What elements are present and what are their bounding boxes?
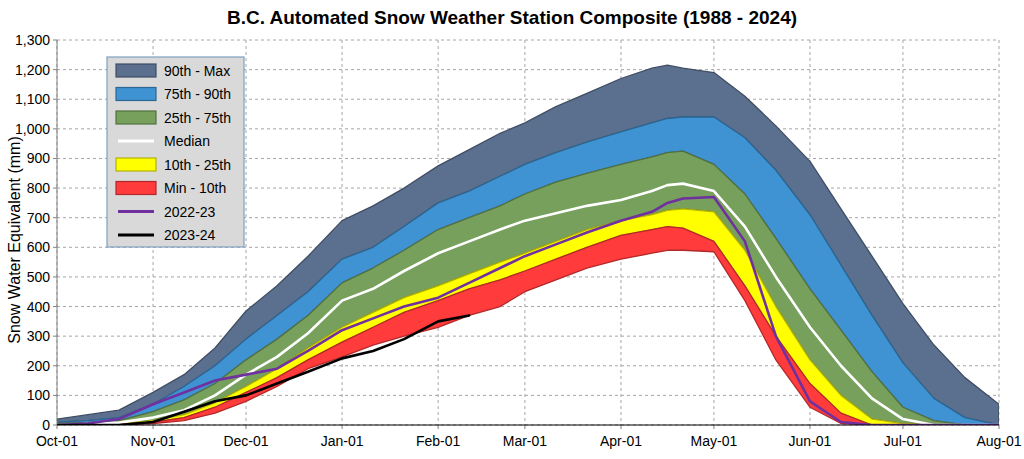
legend-box — [107, 57, 244, 247]
x-grid-line — [57, 40, 58, 425]
grid — [57, 40, 999, 425]
legend-label: 2023-24 — [164, 227, 216, 243]
legend: 90th - Max 75th - 90th 25th - 75th Median 10… — [107, 57, 244, 247]
y-tick — [53, 217, 57, 218]
y-tick — [53, 365, 57, 366]
x-tick-label: Nov-01 — [130, 433, 175, 449]
legend-swatch-frame — [116, 205, 156, 218]
y-tick — [53, 306, 57, 307]
y-tick-label: 1,000 — [15, 121, 50, 137]
band-area — [57, 151, 999, 425]
legend-swatch — [116, 88, 156, 101]
background — [0, 0, 1024, 459]
legend-swatch — [118, 234, 154, 237]
y-grid-line — [57, 425, 999, 426]
x-grid-line — [999, 40, 1000, 425]
y-tick — [53, 425, 57, 426]
series-line — [57, 315, 469, 425]
y-tick — [53, 188, 57, 189]
y-tick — [53, 128, 57, 129]
y-tick-label: 100 — [27, 387, 51, 403]
y-tick-label: 1,300 — [15, 32, 50, 48]
series-line — [57, 197, 999, 425]
x-tick-label: Dec-01 — [223, 433, 268, 449]
band-area — [57, 117, 999, 425]
y-axis-label: Snow Water Equivalent (mm) — [6, 136, 23, 343]
y-tick-label: 1,100 — [15, 91, 50, 107]
y-tick-label: 0 — [42, 417, 50, 433]
x-axis-line — [57, 424, 999, 425]
y-tick-label: 1,200 — [15, 62, 50, 78]
legend-label: 90th - Max — [164, 63, 230, 79]
legend-swatch — [116, 158, 156, 171]
y-tick-label: 700 — [27, 210, 51, 226]
x-tick-label: Feb-01 — [416, 433, 461, 449]
legend-label: Median — [164, 133, 210, 149]
chart: B.C. Automated Snow Weather Station Comp… — [0, 0, 1024, 459]
y-tick — [53, 40, 57, 41]
y-tick-label: 900 — [27, 150, 51, 166]
legend-swatch-frame — [116, 135, 156, 148]
legend-label: 10th - 25th — [164, 157, 231, 173]
y-tick-label: 300 — [27, 328, 51, 344]
legend-swatch — [118, 210, 154, 213]
title: B.C. Automated Snow Weather Station Comp… — [227, 7, 797, 28]
y-grid-line — [57, 40, 999, 41]
y-tick — [53, 336, 57, 337]
x-tick-label: Mar-01 — [503, 433, 548, 449]
x-tick-label: Jan-01 — [321, 433, 364, 449]
legend-label: 2022-23 — [164, 204, 216, 220]
y-tick — [53, 158, 57, 159]
legend-swatch — [116, 111, 156, 124]
legend-swatch-frame — [116, 229, 156, 242]
x-tick-label: Jul-01 — [884, 433, 922, 449]
x-tick-label: Apr-01 — [600, 433, 642, 449]
plot-area — [57, 40, 999, 425]
x-tick-label: May-01 — [691, 433, 738, 449]
legend-label: 25th - 75th — [164, 110, 231, 126]
y-tick-label: 500 — [27, 269, 51, 285]
x-tick-label: Oct-01 — [36, 433, 78, 449]
y-tick — [53, 276, 57, 277]
y-tick — [53, 247, 57, 248]
y-tick — [53, 395, 57, 396]
x-tick-label: Aug-01 — [976, 433, 1021, 449]
x-tick-label: Jun-01 — [789, 433, 832, 449]
band-area — [57, 209, 999, 425]
legend-label: 75th - 90th — [164, 86, 231, 102]
page: {"chart_data": { "type": "area", "title"… — [0, 0, 1024, 459]
y-tick-label: 800 — [27, 180, 51, 196]
legend-swatch — [116, 182, 156, 195]
legend-label: Min - 10th — [164, 180, 226, 196]
legend-swatch — [116, 64, 156, 77]
y-tick — [53, 99, 57, 100]
y-tick — [53, 69, 57, 70]
y-tick-label: 400 — [27, 299, 51, 315]
y-tick-label: 200 — [27, 358, 51, 374]
y-axis-line — [57, 40, 58, 425]
y-tick-label: 600 — [27, 239, 51, 255]
legend-swatch — [118, 140, 154, 143]
